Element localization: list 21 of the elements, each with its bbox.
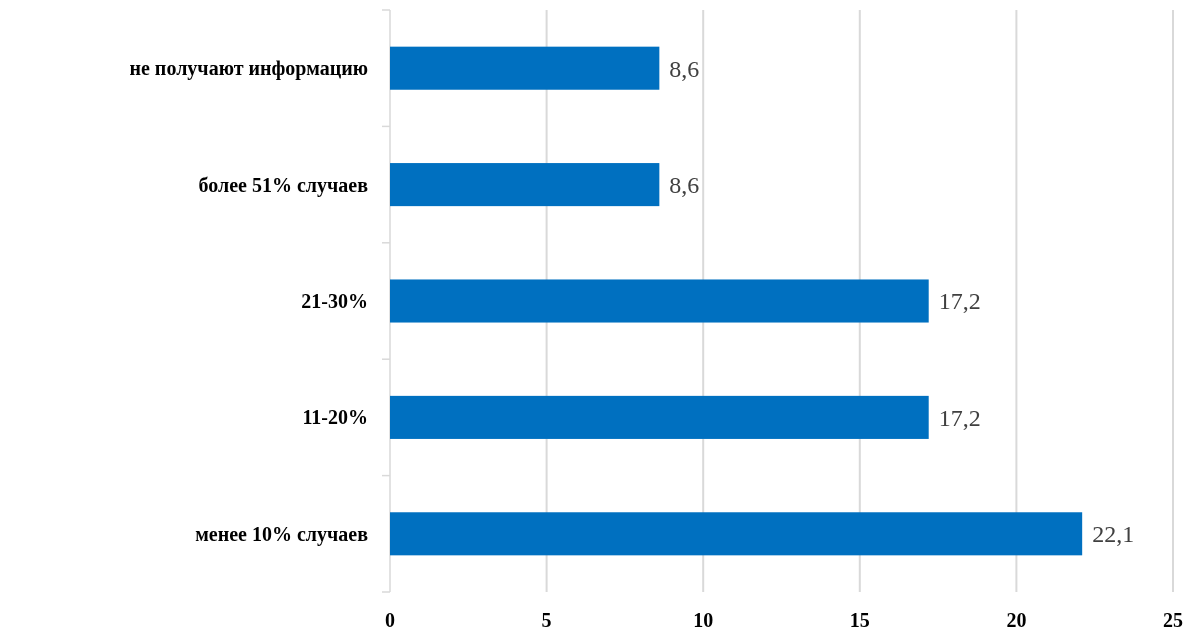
y-tick-label: менее 10% случаев: [195, 522, 369, 546]
y-tick-label: 11-20%: [302, 406, 368, 429]
data-label: 17,2: [938, 404, 981, 431]
bar: [390, 279, 929, 323]
bar: [390, 512, 1083, 556]
y-tick-label: 21-30%: [301, 290, 368, 312]
bar: [390, 46, 660, 90]
y-tick-label: более 51% случаев: [198, 173, 369, 197]
y-tick-label: не получают информацию: [129, 57, 368, 81]
x-tick-label: 0: [385, 609, 395, 631]
x-tick-label: 25: [1163, 609, 1183, 631]
data-label: 17,2: [938, 288, 981, 315]
data-label: 8,6: [669, 172, 700, 198]
x-tick-label: 5: [541, 609, 552, 631]
bar: [390, 395, 929, 439]
data-label: 8,6: [669, 55, 700, 82]
x-tick-label: 10: [693, 609, 714, 631]
bar: [390, 163, 660, 207]
x-tick-label: 20: [1006, 609, 1027, 631]
x-tick-label: 15: [849, 609, 870, 631]
data-label: 22,1: [1092, 521, 1135, 548]
